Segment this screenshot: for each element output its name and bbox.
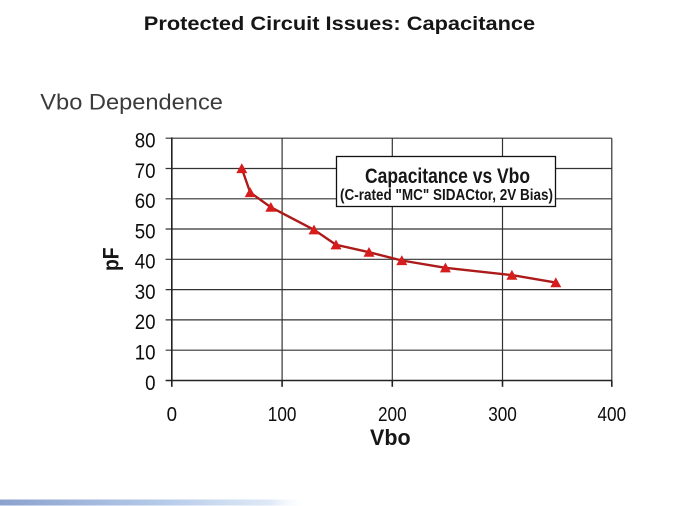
svg-text:0: 0: [145, 372, 155, 395]
svg-text:100: 100: [268, 404, 297, 426]
svg-text:80: 80: [135, 130, 156, 153]
svg-text:0: 0: [167, 404, 177, 426]
svg-text:30: 30: [135, 281, 156, 304]
svg-text:Protected Circuit Issues: Capa: Protected Circuit Issues: Capacitance: [144, 13, 536, 35]
svg-text:50: 50: [135, 220, 156, 243]
svg-text:70: 70: [135, 160, 156, 183]
svg-text:pF: pF: [98, 247, 123, 271]
svg-text:Vbo: Vbo: [370, 425, 411, 450]
svg-text:60: 60: [135, 190, 156, 213]
svg-text:200: 200: [378, 404, 407, 426]
svg-text:20: 20: [135, 311, 156, 334]
svg-text:Vbo Dependence: Vbo Dependence: [40, 89, 223, 114]
svg-text:10: 10: [135, 342, 156, 365]
svg-text:40: 40: [135, 251, 156, 274]
svg-text:300: 300: [488, 404, 517, 426]
svg-text:400: 400: [598, 404, 627, 426]
svg-text:(C-rated "MC" SIDACtor, 2V Bia: (C-rated "MC" SIDACtor, 2V Bias): [340, 187, 553, 204]
svg-text:Capacitance vs Vbo: Capacitance vs Vbo: [365, 165, 530, 188]
